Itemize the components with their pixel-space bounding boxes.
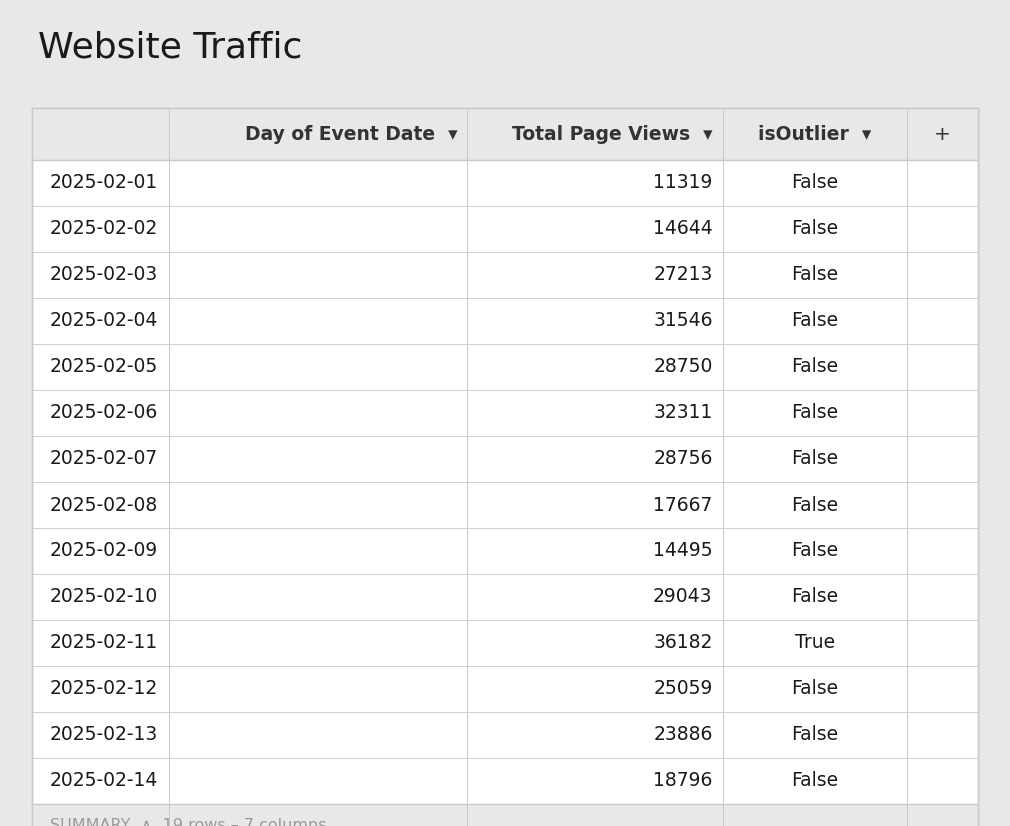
Text: 2025-02-10: 2025-02-10 [50, 587, 159, 606]
Text: False: False [791, 403, 838, 423]
Text: False: False [791, 220, 838, 239]
Text: Total Page Views  ▾: Total Page Views ▾ [512, 125, 713, 144]
Text: 31546: 31546 [653, 311, 713, 330]
Text: 28750: 28750 [653, 358, 713, 377]
Text: 32311: 32311 [653, 403, 713, 423]
Text: False: False [791, 680, 838, 699]
Text: 25059: 25059 [653, 680, 713, 699]
Text: 2025-02-13: 2025-02-13 [50, 725, 159, 744]
Text: 14644: 14644 [652, 220, 713, 239]
Text: False: False [791, 542, 838, 561]
Text: 18796: 18796 [653, 771, 713, 790]
Text: 2025-02-12: 2025-02-12 [50, 680, 159, 699]
Text: +: + [934, 125, 951, 144]
Text: Website Traffic: Website Traffic [38, 30, 302, 64]
Text: 29043: 29043 [653, 587, 713, 606]
Text: False: False [791, 496, 838, 515]
Text: 28756: 28756 [653, 449, 713, 468]
Text: 2025-02-07: 2025-02-07 [50, 449, 159, 468]
Text: 17667: 17667 [653, 496, 713, 515]
Text: 23886: 23886 [653, 725, 713, 744]
Text: 2025-02-11: 2025-02-11 [50, 634, 159, 653]
Text: 2025-02-04: 2025-02-04 [50, 311, 159, 330]
Text: False: False [791, 587, 838, 606]
Text: 2025-02-06: 2025-02-06 [50, 403, 159, 423]
Text: False: False [791, 725, 838, 744]
Text: False: False [791, 173, 838, 192]
Text: SUMMARY  ∧  19 rows – 7 columns: SUMMARY ∧ 19 rows – 7 columns [50, 819, 326, 826]
Text: True: True [795, 634, 835, 653]
Text: 2025-02-03: 2025-02-03 [50, 265, 159, 284]
Text: Day of Event Date  ▾: Day of Event Date ▾ [244, 125, 458, 144]
Text: False: False [791, 449, 838, 468]
Text: 14495: 14495 [652, 542, 713, 561]
Text: False: False [791, 265, 838, 284]
Text: 2025-02-08: 2025-02-08 [50, 496, 159, 515]
Text: 27213: 27213 [653, 265, 713, 284]
Text: False: False [791, 771, 838, 790]
Text: 36182: 36182 [653, 634, 713, 653]
Text: 2025-02-01: 2025-02-01 [50, 173, 159, 192]
Text: 2025-02-09: 2025-02-09 [50, 542, 159, 561]
Text: 2025-02-02: 2025-02-02 [50, 220, 159, 239]
Text: False: False [791, 311, 838, 330]
Text: False: False [791, 358, 838, 377]
Text: 11319: 11319 [653, 173, 713, 192]
Text: 2025-02-14: 2025-02-14 [50, 771, 159, 790]
Text: isOutlier  ▾: isOutlier ▾ [759, 125, 872, 144]
Text: 2025-02-05: 2025-02-05 [50, 358, 159, 377]
